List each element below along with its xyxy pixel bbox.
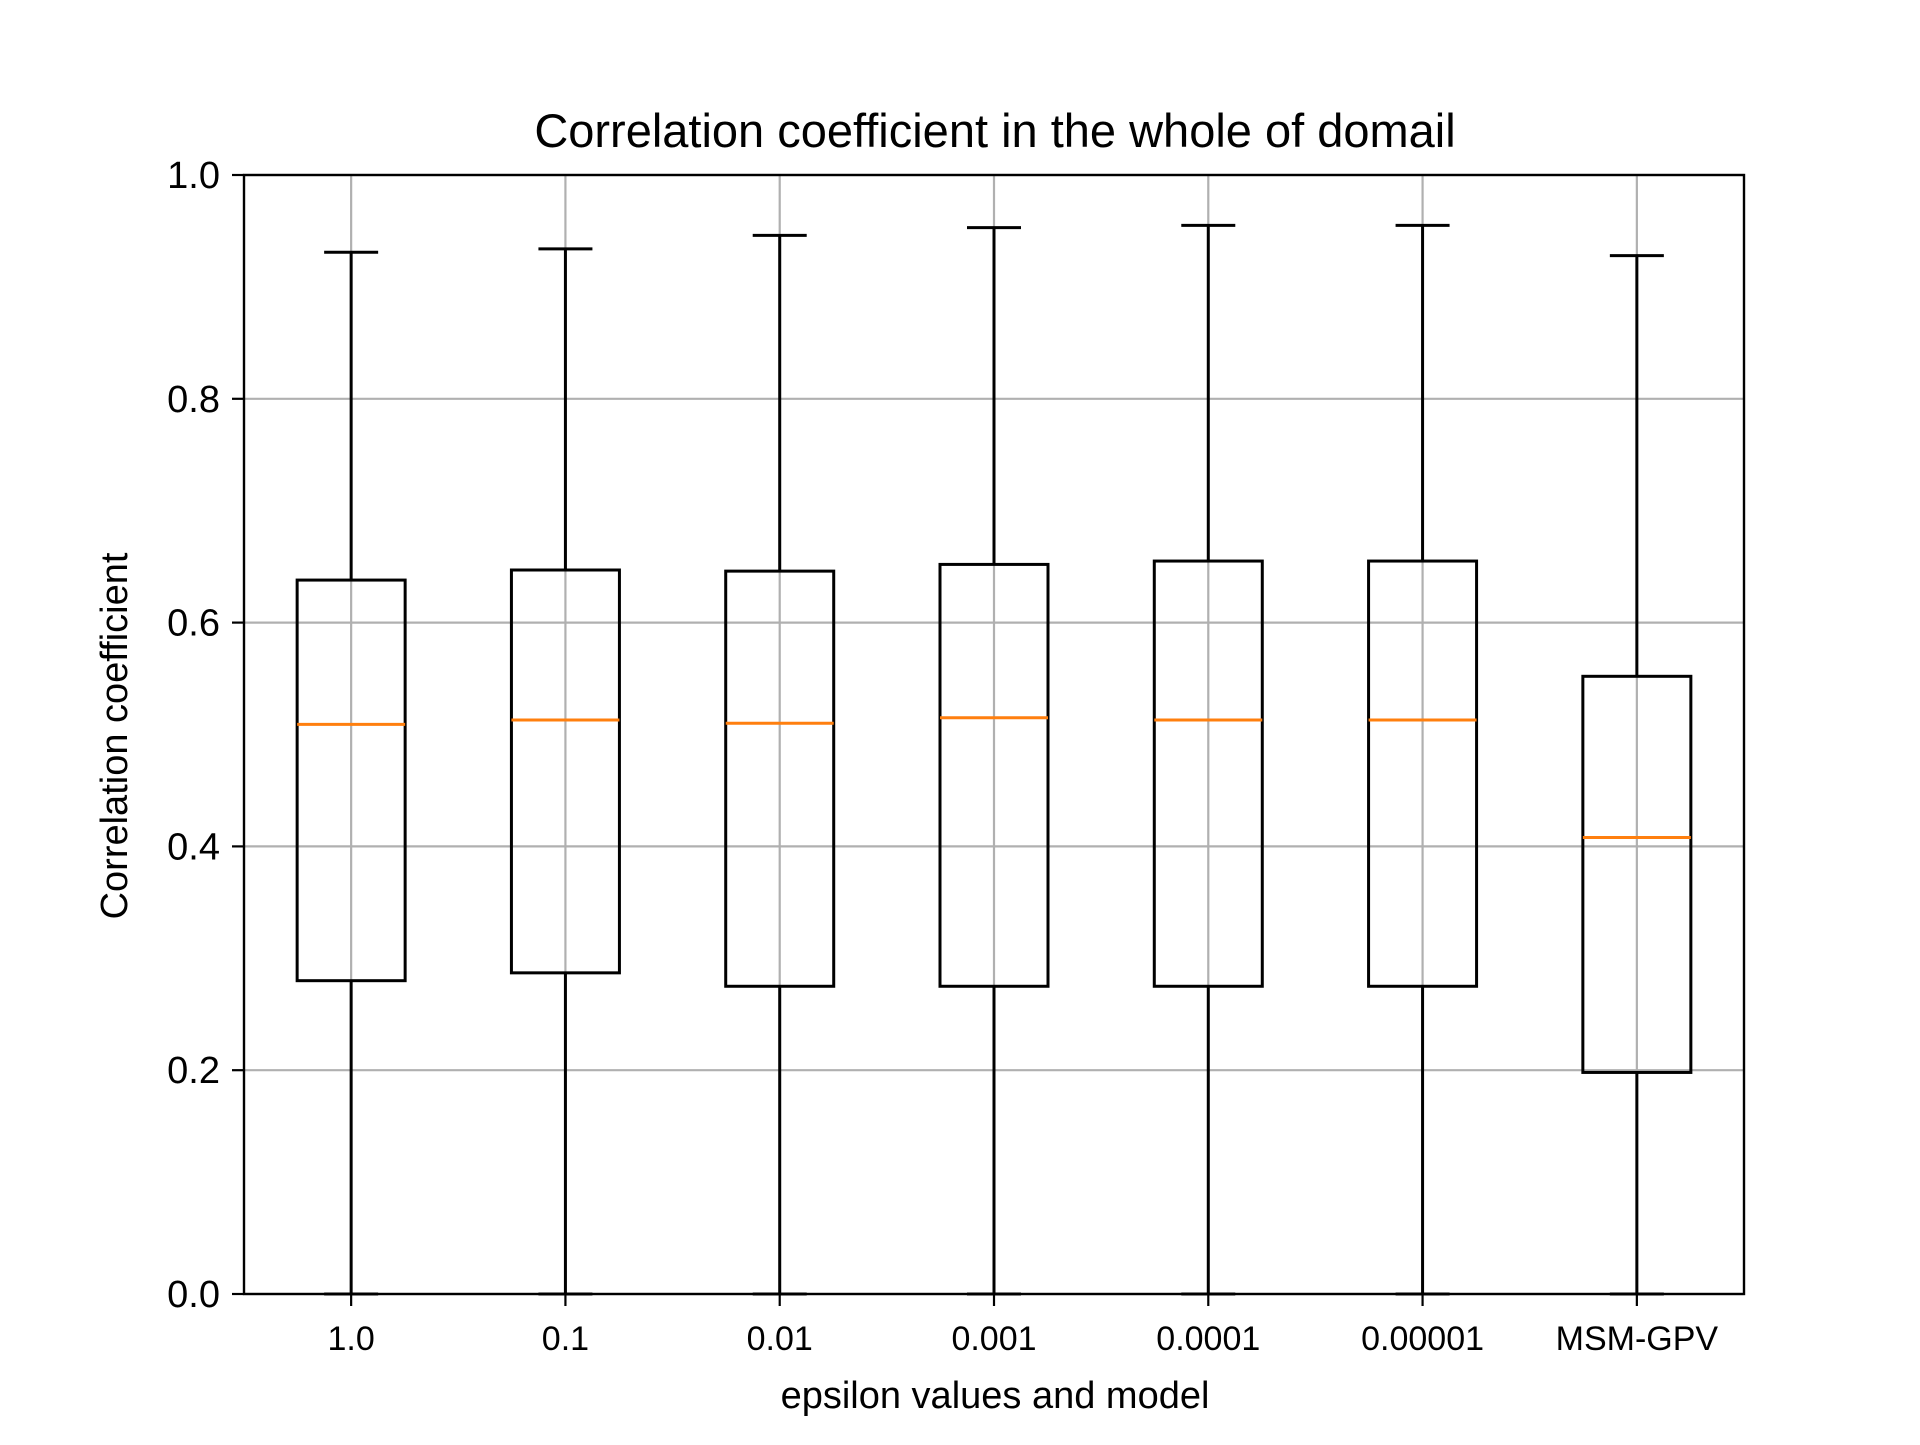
x-tick-label: 0.001 [951, 1320, 1036, 1358]
box-iqr [1581, 674, 1693, 1074]
y-tick-label: 0.2 [167, 1050, 220, 1092]
labels-layer: Correlation coefficient in the whole of … [94, 104, 1456, 1417]
box-iqr [295, 578, 407, 983]
x-tick-label: 1.0 [328, 1320, 375, 1358]
x-tick-label: MSM-GPV [1556, 1320, 1719, 1358]
y-tick-label: 0.4 [167, 826, 220, 868]
box-iqr [1367, 559, 1479, 988]
x-tick-label: 0.1 [542, 1320, 589, 1358]
x-axis-label: epsilon values and model [781, 1375, 1210, 1417]
x-tick-label: 0.01 [747, 1320, 813, 1358]
y-tick-label: 0.0 [167, 1274, 220, 1316]
box-iqr [509, 568, 621, 975]
y-axis-label: Correlation coefficient [94, 552, 136, 919]
box-iqr [724, 569, 836, 988]
y-tick-label: 1.0 [167, 155, 220, 197]
box-iqr [1152, 559, 1264, 988]
chart-title: Correlation coefficient in the whole of … [534, 104, 1455, 157]
y-tick-label: 0.6 [167, 603, 220, 645]
plot-frame [242, 173, 1746, 1296]
box-iqr [938, 562, 1050, 988]
boxes-layer [295, 223, 1693, 1296]
x-tick-label: 0.0001 [1156, 1320, 1260, 1358]
y-tick-label: 0.8 [167, 379, 220, 421]
axes-layer: 0.0 0.2 0.4 0.6 0.8 1.0 1.0 0.1 0.01 0.001 0.0001 0… [167, 155, 1746, 1358]
x-tick-label: 0.00001 [1361, 1320, 1484, 1358]
